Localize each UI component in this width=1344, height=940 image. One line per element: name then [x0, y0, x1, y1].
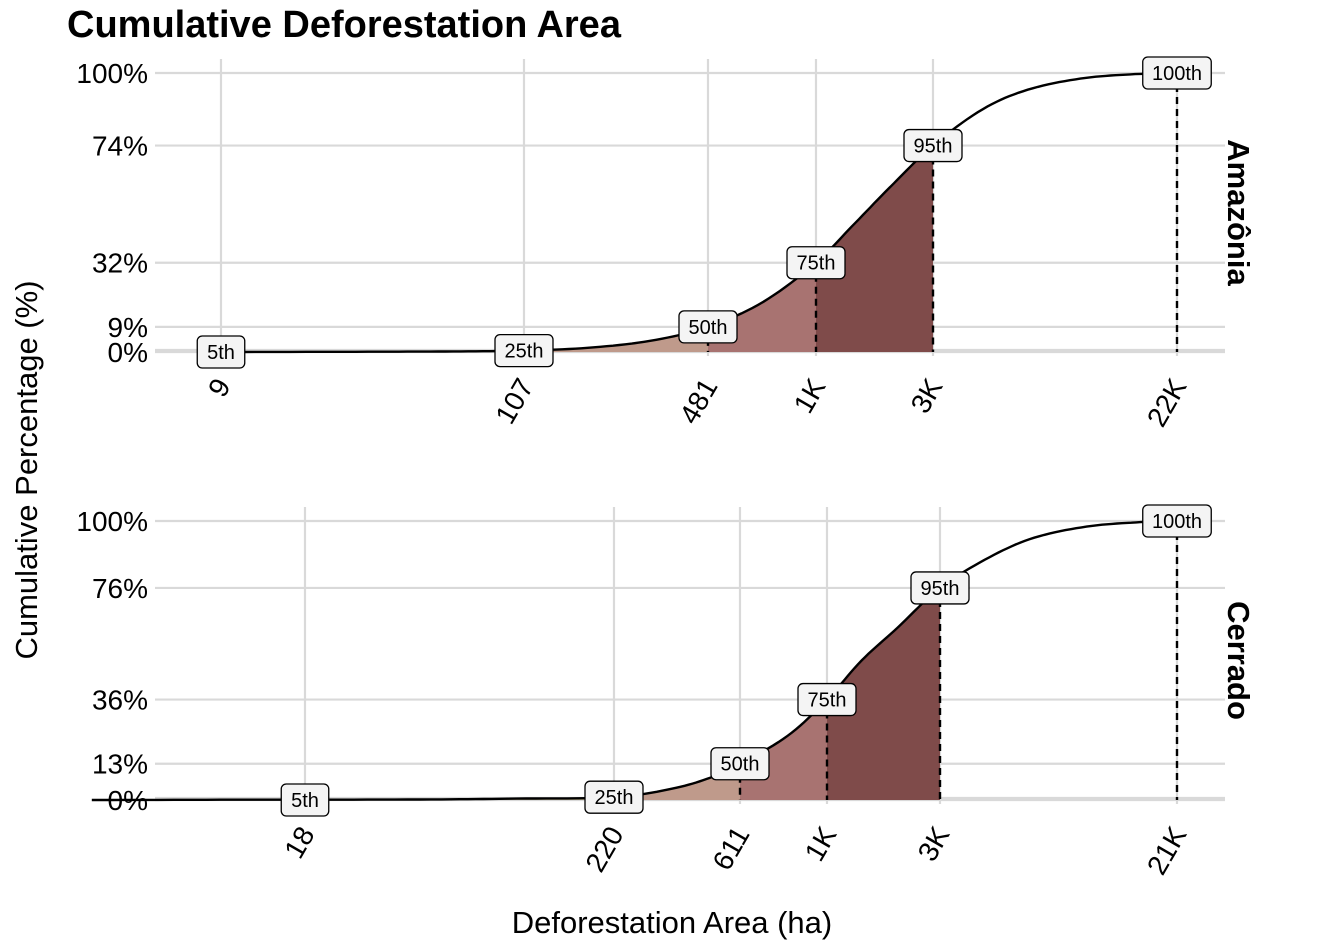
x-tick-label: 22K [1141, 373, 1193, 432]
y-tick-label: 32% [92, 248, 148, 279]
percentile-label-box [1142, 504, 1212, 538]
y-tick-label: 100% [76, 506, 148, 537]
percentile-label-text: 95th [914, 136, 953, 158]
x-tick-label: 611 [706, 821, 755, 875]
percentile-label-text: 95th [921, 578, 960, 600]
percentile-label-100th: 100th [1142, 504, 1212, 538]
x-tick-label: 220 [579, 821, 629, 877]
band-95th [816, 145, 933, 352]
percentile-label-box [196, 335, 246, 369]
x-tick-label: 481 [673, 373, 723, 429]
band-50th [614, 763, 740, 800]
percentile-label-box [786, 246, 846, 280]
x-tick-label: 1K [799, 821, 843, 866]
x-axis-title: Deforestation Area (ha) [512, 905, 833, 940]
percentile-label-text: 100th [1152, 63, 1202, 85]
x-tick-label: 107 [489, 373, 539, 429]
x-tick-label: 3K [912, 821, 956, 866]
percentile-label-text: 25th [595, 787, 634, 809]
percentile-label-text: 50th [689, 317, 728, 339]
y-tick-label: 74% [92, 131, 148, 162]
percentile-label-text: 25th [505, 341, 544, 363]
percentile-label-100th: 100th [1142, 56, 1212, 90]
panel-1: 5th 25th 50th 75th 95th 100th 0%9% 32% 74% 100% 9 1… [76, 56, 1256, 432]
facet-label: Amazônia [1221, 139, 1256, 286]
band-50th [524, 326, 708, 352]
x-tick-label: 9 [202, 373, 237, 402]
y-tick-label: 0% [108, 337, 148, 368]
x-tick-label: 1K [788, 373, 832, 418]
y-axis-title: Cumulative Percentage (%) [9, 280, 44, 659]
cumulative-curve [91, 519, 1178, 802]
percentile-label-box [710, 747, 770, 781]
cumulative-curve [221, 71, 1178, 354]
percentile-label-75th: 75th [797, 682, 857, 717]
x-tick-label: 18 [278, 821, 320, 863]
y-tick-label: 0% [108, 785, 148, 816]
panel-2: 5th 25th 50th 75th 95th 100th 0% 13% 36% 76% 100% 1… [76, 504, 1256, 880]
percentile-label-box [903, 128, 963, 163]
percentile-label-box [1142, 56, 1212, 90]
percentile-label-text: 50th [721, 754, 760, 776]
percentile-label-text: 5th [291, 790, 319, 812]
percentile-label-25th: 25th [494, 333, 554, 368]
percentile-label-box [584, 780, 644, 814]
band-95th [827, 588, 940, 800]
percentile-label-box [910, 571, 970, 605]
percentile-label-75th: 75th [786, 246, 846, 280]
chart-title: Cumulative Deforestation Area [67, 4, 622, 46]
y-tick-label: 76% [92, 573, 148, 604]
percentile-label-box [280, 783, 330, 817]
percentile-label-text: 75th [808, 690, 847, 712]
x-tick-label: 3K [905, 373, 949, 418]
y-tick-label: 36% [92, 685, 148, 716]
percentile-label-text: 5th [207, 342, 235, 364]
percentile-label-box [797, 682, 857, 717]
percentile-label-box [494, 333, 554, 368]
percentile-label-text: 100th [1152, 511, 1202, 533]
y-tick-label: 9% [108, 312, 148, 343]
percentile-label-5th: 5th [196, 335, 246, 369]
y-tick-label: 100% [76, 58, 148, 89]
percentile-label-50th: 50th [710, 747, 770, 781]
percentile-label-95th: 95th [903, 128, 963, 163]
percentile-label-text: 75th [797, 253, 836, 275]
percentile-label-95th: 95th [910, 571, 970, 605]
percentile-label-box [678, 310, 738, 344]
facet-label: Cerrado [1221, 601, 1256, 720]
x-tick-label: 21K [1141, 821, 1193, 880]
percentile-label-50th: 50th [678, 310, 738, 344]
percentile-label-25th: 25th [584, 780, 644, 814]
percentile-label-5th: 5th [280, 783, 330, 817]
y-tick-label: 13% [92, 749, 148, 780]
